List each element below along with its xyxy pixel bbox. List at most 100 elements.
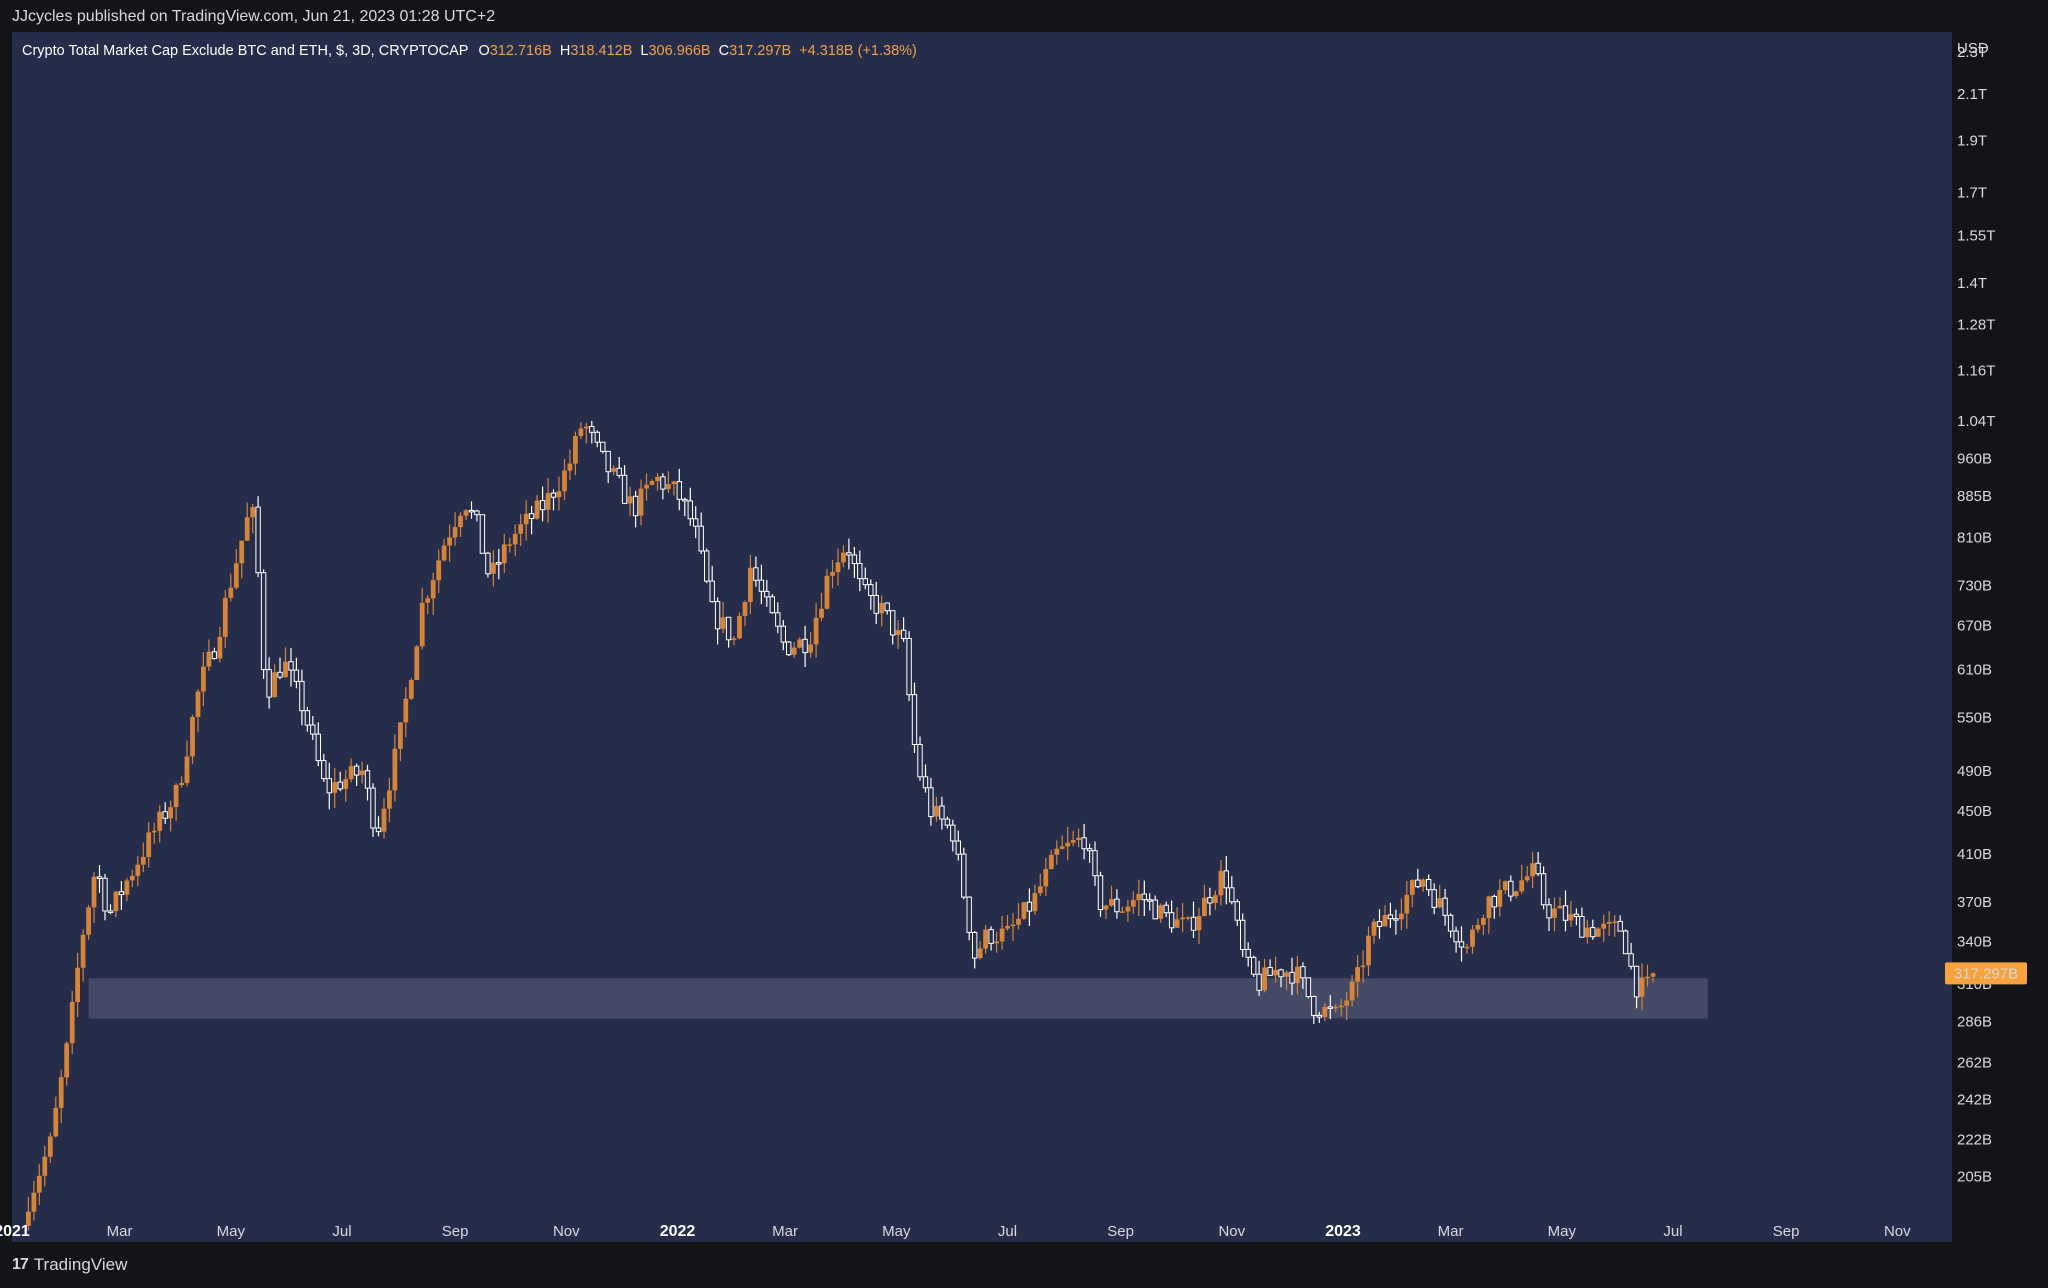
candle xyxy=(53,1096,59,1138)
candle xyxy=(1065,827,1071,861)
candle xyxy=(1606,911,1612,936)
candle xyxy=(501,533,507,573)
candle xyxy=(135,856,141,886)
candle xyxy=(621,465,628,504)
candle xyxy=(884,602,890,615)
y-tick-label: 810B xyxy=(1957,529,1992,546)
candle xyxy=(1092,841,1098,886)
candle xyxy=(797,637,803,649)
candle xyxy=(594,430,600,448)
candle xyxy=(1447,913,1454,938)
candle xyxy=(146,822,152,868)
candle xyxy=(1300,962,1306,989)
candle xyxy=(1584,919,1590,944)
candle xyxy=(1333,1004,1339,1013)
candle xyxy=(1595,927,1601,938)
legend-low-label: L xyxy=(640,43,648,59)
candle xyxy=(994,931,999,953)
candle xyxy=(944,816,951,829)
candle xyxy=(266,657,272,709)
candle xyxy=(283,647,288,678)
candle xyxy=(1502,880,1508,894)
candle xyxy=(1431,883,1437,915)
candle xyxy=(1420,878,1426,892)
candle xyxy=(627,486,633,516)
candle xyxy=(539,486,546,522)
candle xyxy=(113,890,119,918)
candle xyxy=(195,689,201,733)
x-tick-label: Nov xyxy=(1884,1223,1911,1240)
candle xyxy=(491,550,496,587)
candle xyxy=(999,916,1005,950)
candle xyxy=(649,479,655,486)
candle xyxy=(1081,823,1087,860)
candle xyxy=(288,647,294,687)
candle xyxy=(1223,856,1229,905)
candles-layer xyxy=(26,421,1656,1231)
candle xyxy=(1601,914,1607,942)
candle xyxy=(479,514,486,554)
legend-close-label: C xyxy=(719,43,729,59)
candle xyxy=(1639,963,1645,1011)
candle xyxy=(1453,926,1459,953)
candle xyxy=(753,556,759,587)
candle xyxy=(824,568,830,610)
y-tick-label: 670B xyxy=(1957,618,1992,635)
candle xyxy=(1021,901,1027,921)
candle xyxy=(233,549,239,590)
candle xyxy=(895,620,901,650)
candle xyxy=(1568,900,1574,927)
candle xyxy=(819,592,824,622)
candle xyxy=(1376,909,1383,939)
candle xyxy=(201,652,206,707)
candle xyxy=(1519,864,1525,894)
candle xyxy=(1475,918,1481,933)
tradingview-logo[interactable]: 17 TradingView xyxy=(12,1255,127,1275)
candle xyxy=(463,509,469,521)
candle xyxy=(392,734,398,802)
candle xyxy=(1470,925,1475,954)
candle xyxy=(556,476,562,511)
candle xyxy=(31,1180,37,1221)
candle xyxy=(250,504,256,534)
candle xyxy=(1316,1011,1322,1023)
candle xyxy=(179,776,184,788)
candle xyxy=(950,819,956,852)
candle xyxy=(1524,866,1530,883)
candle xyxy=(660,473,666,500)
candle xyxy=(1026,888,1033,926)
time-axis[interactable] xyxy=(12,1212,1952,1242)
candle xyxy=(140,842,146,873)
candle xyxy=(720,602,726,634)
candle xyxy=(632,490,639,528)
candle xyxy=(1070,830,1076,847)
publisher-line: JJcycles published on TradingView.com, J… xyxy=(12,8,496,25)
candle xyxy=(1562,890,1569,932)
candle xyxy=(562,459,567,501)
candle xyxy=(1382,905,1388,927)
last-price-label: 317.297B xyxy=(1945,962,2027,985)
x-tick-label: Mar xyxy=(107,1223,133,1240)
candle xyxy=(496,548,502,580)
candle xyxy=(310,716,316,740)
candle xyxy=(211,647,218,660)
candle xyxy=(1393,909,1399,935)
candle xyxy=(1010,912,1016,941)
chart-pane[interactable] xyxy=(12,32,1952,1212)
y-tick-label: 410B xyxy=(1957,846,1992,863)
candle xyxy=(1409,879,1415,908)
y-tick-label: 2.1T xyxy=(1957,86,1987,103)
candle xyxy=(731,636,737,646)
candle xyxy=(1579,907,1585,938)
x-tick-label: Nov xyxy=(553,1223,580,1240)
candle xyxy=(1552,897,1557,932)
price-axis[interactable] xyxy=(1952,32,2048,1212)
candle xyxy=(769,594,775,614)
candle xyxy=(714,597,721,645)
y-tick-label: 490B xyxy=(1957,763,1992,780)
candle xyxy=(693,506,699,539)
candle xyxy=(589,421,595,444)
candle xyxy=(725,616,732,648)
candle xyxy=(813,603,819,658)
